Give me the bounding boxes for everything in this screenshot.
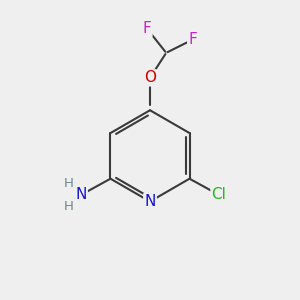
Text: N: N [75, 188, 87, 202]
Text: H: H [64, 177, 74, 190]
Text: N: N [144, 194, 156, 209]
Text: H: H [64, 200, 74, 213]
Text: O: O [144, 70, 156, 86]
Text: F: F [188, 32, 197, 47]
Text: Cl: Cl [212, 188, 226, 202]
Text: F: F [143, 21, 152, 36]
